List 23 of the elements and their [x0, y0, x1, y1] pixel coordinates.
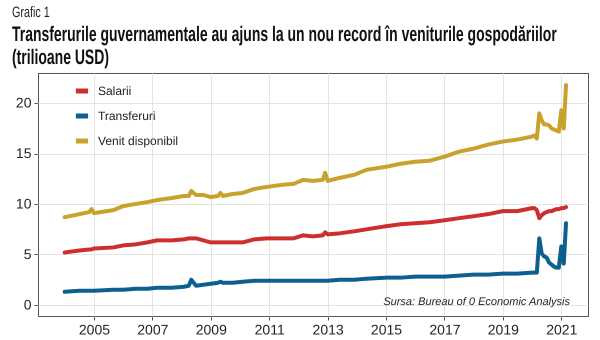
legend-label: Transferuri — [98, 109, 156, 123]
line-series — [62, 221, 568, 294]
legend-label: Venit disponibil — [98, 134, 178, 148]
x-tick-label: 2019 — [488, 322, 520, 338]
y-tick-label: 10 — [16, 196, 32, 212]
y-tick-label: 5 — [24, 246, 32, 262]
legend-label: Salarii — [98, 84, 132, 98]
line-series — [62, 83, 568, 220]
annotation: Sursa: Bureau of 0 Economic Analysis — [383, 296, 570, 308]
y-tick-label: 20 — [16, 94, 32, 111]
y-tick-label: 0 — [24, 296, 32, 312]
x-tick-label: 2021 — [546, 322, 578, 338]
x-tick-label: 2015 — [370, 322, 402, 338]
y-tick-label: 15 — [16, 145, 32, 162]
x-tick-label: 2011 — [254, 322, 285, 338]
x-tick-label: 2013 — [312, 322, 344, 338]
chart-title: Transferurile guvernamentale au ajuns la un nou record în veniturile gospodăriilor (trilioane USD) — [12, 23, 558, 69]
x-tick-label: 2009 — [196, 322, 228, 338]
x-tick-label: 2005 — [78, 322, 110, 338]
x-tick-label: 2017 — [429, 322, 461, 338]
line-series — [62, 205, 568, 254]
x-tick-label: 2007 — [137, 322, 169, 338]
chart-subtitle: Grafic 1 — [12, 4, 50, 21]
